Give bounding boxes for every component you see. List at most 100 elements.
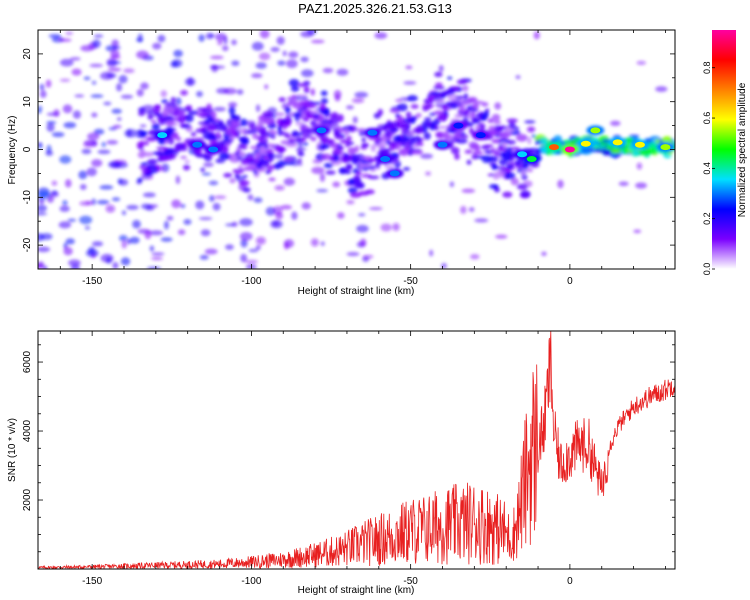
heatmap-cell bbox=[129, 236, 140, 244]
heatmap-cell bbox=[198, 216, 213, 221]
y-tick-label: 10 bbox=[22, 96, 33, 108]
heatmap-cell bbox=[163, 220, 169, 230]
snr-y-ticks: 2000 4000 6000 bbox=[22, 344, 675, 570]
heatmap-cell bbox=[196, 90, 203, 98]
heatmap-cell bbox=[376, 125, 389, 131]
heatmap-cell bbox=[39, 90, 47, 98]
heatmap-cell bbox=[43, 265, 48, 269]
heatmap-cell bbox=[45, 150, 54, 156]
heatmap-cell bbox=[232, 168, 245, 174]
heatmap-cell bbox=[118, 179, 129, 186]
heatmap-cell bbox=[369, 168, 376, 172]
heatmap-cell bbox=[151, 151, 162, 155]
heatmap-cell bbox=[51, 131, 65, 138]
colorbar-ticks: 0.0 0.2 0.4 0.6 0.8 bbox=[702, 61, 715, 275]
heatmap-cell bbox=[111, 197, 121, 202]
heatmap-cell bbox=[228, 101, 238, 108]
heatmap-cell bbox=[259, 30, 270, 39]
heatmap-cell bbox=[310, 39, 325, 44]
heatmap-cell bbox=[149, 230, 164, 236]
heatmap-feature bbox=[526, 156, 537, 163]
heatmap-cell bbox=[234, 173, 240, 178]
heatmap-cell bbox=[290, 85, 300, 92]
heatmap-cell bbox=[610, 120, 621, 127]
heatmap-cell bbox=[92, 39, 101, 49]
heatmap-cell bbox=[284, 106, 291, 114]
heatmap-feature bbox=[634, 141, 645, 148]
heatmap-feature bbox=[475, 132, 486, 139]
spectrogram-y-ticks: -20 -10 0 10 20 bbox=[22, 29, 675, 270]
colorbar: 0.0 0.2 0.4 0.6 0.8 Normalized spectral ampl… bbox=[702, 30, 748, 275]
heatmap-cell bbox=[277, 127, 282, 132]
heatmap-cell bbox=[533, 31, 540, 40]
heatmap-cell bbox=[313, 113, 320, 120]
heatmap-cell bbox=[495, 234, 508, 239]
heatmap-cell bbox=[506, 162, 518, 166]
heatmap-cell bbox=[120, 94, 134, 99]
heatmap-cell bbox=[416, 124, 424, 132]
heatmap-cell bbox=[399, 124, 411, 130]
heatmap-cell bbox=[497, 131, 509, 136]
heatmap-cell bbox=[437, 113, 448, 121]
heatmap-cell bbox=[292, 112, 302, 119]
heatmap-cell bbox=[286, 59, 298, 69]
heatmap-cell bbox=[198, 34, 205, 42]
heatmap-cell bbox=[441, 263, 447, 269]
heatmap-cell bbox=[274, 153, 284, 160]
heatmap-cell bbox=[433, 110, 446, 115]
heatmap-cell bbox=[112, 261, 119, 269]
heatmap-cell bbox=[99, 185, 114, 190]
heatmap-cell bbox=[304, 134, 313, 139]
heatmap-cell bbox=[330, 112, 339, 119]
heatmap-cell bbox=[292, 102, 305, 109]
heatmap-cell bbox=[310, 136, 317, 142]
heatmap-cell bbox=[197, 111, 210, 118]
heatmap-cell bbox=[454, 113, 464, 118]
heatmap-cell bbox=[84, 226, 91, 230]
heatmap-cell bbox=[136, 50, 149, 59]
heatmap-cell bbox=[225, 223, 236, 227]
heatmap-cell bbox=[332, 181, 341, 188]
heatmap-cell bbox=[190, 131, 197, 137]
heatmap-cell bbox=[472, 103, 480, 109]
heatmap-cell bbox=[494, 170, 505, 179]
heatmap-cell bbox=[471, 118, 481, 125]
heatmap-cell bbox=[301, 202, 311, 210]
heatmap-cell bbox=[69, 57, 81, 61]
heatmap-cell bbox=[173, 49, 183, 58]
heatmap-cell bbox=[541, 137, 548, 146]
heatmap-cell bbox=[149, 245, 155, 252]
heatmap-cell bbox=[450, 146, 460, 155]
heatmap-cell bbox=[635, 182, 648, 189]
heatmap-cell bbox=[238, 143, 243, 149]
heatmap-cell bbox=[38, 142, 43, 150]
heatmap-cell bbox=[251, 73, 263, 79]
heatmap-feature bbox=[437, 141, 448, 148]
heatmap-cell bbox=[170, 154, 176, 159]
heatmap-cell bbox=[89, 63, 103, 68]
heatmap-cell bbox=[284, 132, 290, 138]
heatmap-cell bbox=[96, 199, 110, 205]
y-tick-label: 0 bbox=[22, 146, 33, 152]
heatmap-cell bbox=[504, 172, 516, 180]
heatmap-cell bbox=[438, 64, 444, 72]
heatmap-cell bbox=[162, 105, 175, 114]
heatmap-cell bbox=[636, 162, 643, 170]
heatmap-feature bbox=[580, 140, 591, 147]
heatmap-cell bbox=[197, 121, 210, 126]
heatmap-cell bbox=[510, 177, 519, 186]
heatmap-cell bbox=[147, 266, 161, 269]
heatmap-cell bbox=[464, 149, 473, 154]
heatmap-cell bbox=[46, 123, 55, 132]
heatmap-cell bbox=[255, 62, 267, 69]
heatmap-cell bbox=[242, 187, 251, 193]
heatmap-feature bbox=[389, 170, 400, 177]
heatmap-cell bbox=[490, 147, 497, 153]
heatmap-cell bbox=[269, 130, 279, 135]
heatmap-cell bbox=[224, 135, 229, 143]
heatmap-cell bbox=[347, 187, 358, 194]
heatmap-cell bbox=[230, 153, 237, 162]
x-tick-label: -100 bbox=[241, 576, 261, 587]
snr-x-ticks: -150 -100 -50 0 bbox=[59, 331, 666, 587]
heatmap-cell bbox=[70, 263, 80, 269]
